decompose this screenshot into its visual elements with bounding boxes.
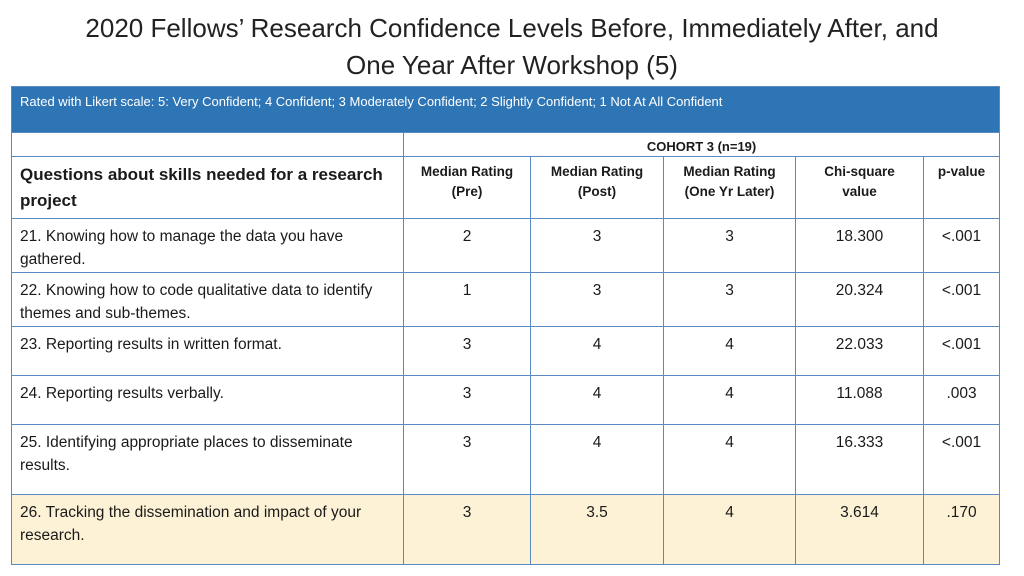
pre-rating-cell: 3 <box>403 494 531 565</box>
pre-rating-cell: 3 <box>403 424 531 495</box>
chi-square-cell: 22.033 <box>795 326 924 376</box>
p-value-cell: .170 <box>922 494 1001 565</box>
cohort-label: COHORT 3 (n=19) <box>402 132 1001 157</box>
column-header-post: Median Rating (Post) <box>530 156 664 219</box>
column-header-row: Questions about skills needed for a rese… <box>11 156 1001 219</box>
p-value-cell: <.001 <box>922 272 1001 327</box>
results-table: Rated with Likert scale: 5: Very Confide… <box>10 86 1001 565</box>
table-row: 22. Knowing how to code qualitative data… <box>11 272 1001 327</box>
cohort-row-spacer <box>11 132 404 157</box>
banner-row: Rated with Likert scale: 5: Very Confide… <box>10 86 1001 133</box>
one-yr-rating-cell: 4 <box>663 326 796 376</box>
question-cell: 24. Reporting results verbally. <box>11 375 404 425</box>
one-yr-rating-cell: 4 <box>663 424 796 495</box>
post-rating-cell: 3 <box>530 218 664 273</box>
one-yr-rating-cell: 4 <box>663 494 796 565</box>
column-header-post-line-2: (Post) <box>577 184 617 199</box>
p-value-cell: <.001 <box>922 424 1001 495</box>
column-header-pre: Median Rating (Pre) <box>403 156 531 219</box>
question-cell: 21. Knowing how to manage the data you h… <box>11 218 404 273</box>
slide-title: 2020 Fellows’ Research Confidence Levels… <box>0 10 1024 84</box>
chi-square-cell: 18.300 <box>795 218 924 273</box>
table-row: 23. Reporting results in written format.… <box>11 326 1001 376</box>
slide-title-line-2: One Year After Workshop (5) <box>346 50 678 80</box>
question-cell: 25. Identifying appropriate places to di… <box>11 424 404 495</box>
column-header-pre-line-1: Median Rating <box>420 164 514 179</box>
post-rating-cell: 3.5 <box>530 494 664 565</box>
column-header-post-line-1: Median Rating <box>550 164 644 179</box>
pre-rating-cell: 3 <box>403 326 531 376</box>
question-cell: 23. Reporting results in written format. <box>11 326 404 376</box>
table-row: 21. Knowing how to manage the data you h… <box>11 218 1001 273</box>
post-rating-cell: 4 <box>530 375 664 425</box>
likert-scale-banner: Rated with Likert scale: 5: Very Confide… <box>10 86 1001 133</box>
one-yr-rating-cell: 4 <box>663 375 796 425</box>
slide-title-line-1: 2020 Fellows’ Research Confidence Levels… <box>85 13 939 43</box>
column-header-one-yr: Median Rating (One Yr Later) <box>663 156 796 219</box>
chi-square-cell: 11.088 <box>795 375 924 425</box>
post-rating-cell: 4 <box>530 326 664 376</box>
table-row-highlighted: 26. Tracking the dissemination and impac… <box>11 494 1001 565</box>
question-cell: 26. Tracking the dissemination and impac… <box>11 494 404 565</box>
column-header-p-value: p-value <box>922 156 1001 219</box>
p-value-cell: <.001 <box>922 326 1001 376</box>
table-row: 25. Identifying appropriate places to di… <box>11 424 1001 495</box>
pre-rating-cell: 3 <box>403 375 531 425</box>
column-header-p-value-line-1: p-value <box>937 164 986 179</box>
p-value-cell: <.001 <box>922 218 1001 273</box>
pre-rating-cell: 2 <box>403 218 531 273</box>
chi-square-cell: 20.324 <box>795 272 924 327</box>
column-header-chi-square-line-1: Chi-square <box>824 164 895 179</box>
chi-square-cell: 16.333 <box>795 424 924 495</box>
post-rating-cell: 3 <box>530 272 664 327</box>
chi-square-cell: 3.614 <box>795 494 924 565</box>
pre-rating-cell: 1 <box>403 272 531 327</box>
column-header-chi-square-line-2: value <box>842 184 877 199</box>
column-header-chi-square: Chi-square value <box>795 156 924 219</box>
one-yr-rating-cell: 3 <box>663 218 796 273</box>
question-cell: 22. Knowing how to code qualitative data… <box>11 272 404 327</box>
question-column-header: Questions about skills needed for a rese… <box>11 156 404 219</box>
p-value-cell: .003 <box>922 375 1001 425</box>
cohort-row: COHORT 3 (n=19) <box>11 132 1001 157</box>
table-row: 24. Reporting results verbally. 3 4 4 11… <box>11 375 1001 425</box>
post-rating-cell: 4 <box>530 424 664 495</box>
one-yr-rating-cell: 3 <box>663 272 796 327</box>
column-header-one-yr-line-2: (One Yr Later) <box>684 184 775 199</box>
column-header-one-yr-line-1: Median Rating <box>683 164 776 179</box>
column-header-pre-line-2: (Pre) <box>451 184 483 199</box>
